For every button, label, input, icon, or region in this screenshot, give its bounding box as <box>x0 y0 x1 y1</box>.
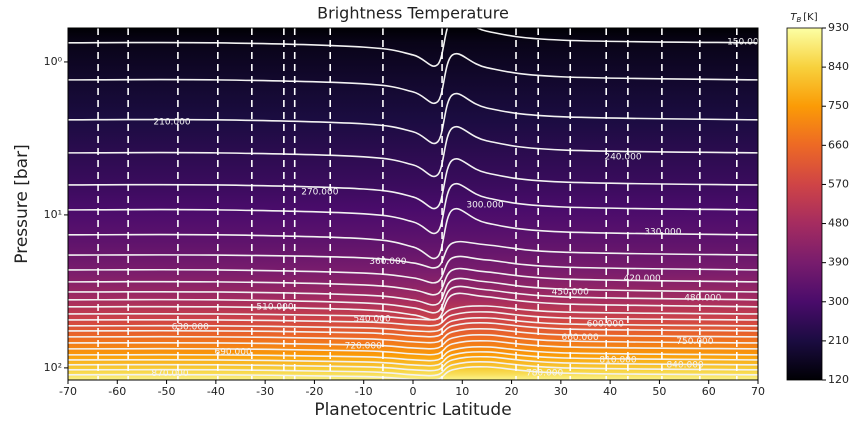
contour-label: 780.000 <box>526 369 563 379</box>
contour-label: 360.000 <box>369 257 406 267</box>
contour-line <box>68 321 758 338</box>
contour-label: 330.000 <box>644 227 681 237</box>
contour-label: 270.000 <box>301 187 338 197</box>
colorbar-tick-label: 930 <box>828 21 849 34</box>
colorbar-tick-label: 120 <box>828 373 849 386</box>
contour-line <box>68 92 758 145</box>
x-tick-label: -10 <box>355 385 373 398</box>
x-tick-label: 30 <box>554 385 568 398</box>
x-tick-label: 70 <box>751 385 765 398</box>
contour-label: 630.000 <box>172 322 209 332</box>
contour-line <box>68 345 758 362</box>
x-tick-label: -30 <box>256 385 274 398</box>
contour-line <box>68 334 758 350</box>
y-tick-label: 10¹ <box>44 208 62 221</box>
x-tick-label: 40 <box>603 385 617 398</box>
contour-line <box>68 327 758 344</box>
contour-label: 210.000 <box>153 118 190 128</box>
contour-line <box>68 277 758 306</box>
plot-area: 150.000 210.000 240.000 270.000 300.000 330.0… <box>68 28 764 380</box>
colorbar-tick-label: 840 <box>828 60 849 73</box>
colorbar-tick-label: 390 <box>828 256 849 269</box>
contour-line <box>68 52 758 105</box>
contour-line <box>68 285 758 314</box>
colorbar-subscript: B <box>796 16 801 24</box>
x-tick-label: -20 <box>305 385 323 398</box>
contour-line <box>68 311 758 327</box>
x-tick-label: 50 <box>652 385 666 398</box>
colorbar-symbol: T <box>790 12 797 23</box>
contour-line <box>68 316 758 333</box>
contour-line <box>68 182 758 235</box>
contour-line <box>68 305 758 321</box>
contour-label: 810.000 <box>599 355 636 365</box>
contour-line <box>68 361 758 377</box>
contour-line <box>68 339 758 356</box>
contour-label: 240.000 <box>604 152 641 162</box>
contour-line <box>68 255 758 284</box>
colorbar-tick-label: 210 <box>828 334 849 347</box>
x-tick-label: -40 <box>207 385 225 398</box>
contour-label: 660.000 <box>561 333 598 343</box>
colorbar-tick-label: 300 <box>828 295 849 308</box>
chart-title: Brightness Temperature <box>317 4 509 23</box>
x-tick-label: 0 <box>410 385 417 398</box>
y-tick-label: 10² <box>44 361 62 374</box>
contour-line <box>68 355 758 372</box>
x-tick-label: -60 <box>108 385 126 398</box>
contour-label: 450.000 <box>552 287 589 297</box>
contour-line <box>68 158 758 210</box>
colorbar <box>786 27 823 381</box>
contour-line <box>68 267 758 296</box>
colorbar-tick-label: 480 <box>828 217 849 230</box>
contour-line <box>68 207 758 260</box>
contour-label: 150.000 <box>727 37 764 47</box>
colorbar-title: TB [K] <box>790 12 817 24</box>
x-tick-label: 10 <box>455 385 469 398</box>
contour-label: 510.000 <box>256 302 293 312</box>
contour-label: 480.000 <box>684 293 721 303</box>
contour-label: 720.000 <box>345 341 382 351</box>
colorbar-tick-label: 750 <box>828 99 849 112</box>
x-tick-label: 60 <box>702 385 716 398</box>
contour-label: 540.000 <box>353 314 390 324</box>
contour-line <box>68 28 758 67</box>
contour-line <box>68 351 758 367</box>
x-tick-label: -50 <box>158 385 176 398</box>
x-axis-label: Planetocentric Latitude <box>314 400 511 420</box>
colorbar-unit: [K] <box>803 12 817 23</box>
colorbar-tick-label: 660 <box>828 138 849 151</box>
x-tick-label: -70 <box>59 385 77 398</box>
contour-label: 600.000 <box>587 319 624 329</box>
contour-label: 750.000 <box>676 337 713 347</box>
contour-label: 420.000 <box>624 274 661 284</box>
axes: -70 -60 -50 -40 -30 -20 -10 0 10 20 30 40 50 60 70 10⁰ 1… <box>44 21 849 398</box>
contour-line <box>68 365 758 380</box>
contour-label: 300.000 <box>466 200 503 210</box>
contour-label: 870.000 <box>151 369 188 379</box>
x-tick-label: 20 <box>505 385 519 398</box>
contour-line <box>68 240 758 269</box>
y-tick-label: 10⁰ <box>44 55 63 68</box>
contour-label: 840.000 <box>666 360 703 370</box>
contour-label: 690.000 <box>214 347 251 357</box>
background-field <box>68 28 758 380</box>
colorbar-tick-label: 570 <box>828 177 849 190</box>
contour-line <box>68 125 758 178</box>
y-axis-label: Pressure [bar] <box>12 144 32 263</box>
